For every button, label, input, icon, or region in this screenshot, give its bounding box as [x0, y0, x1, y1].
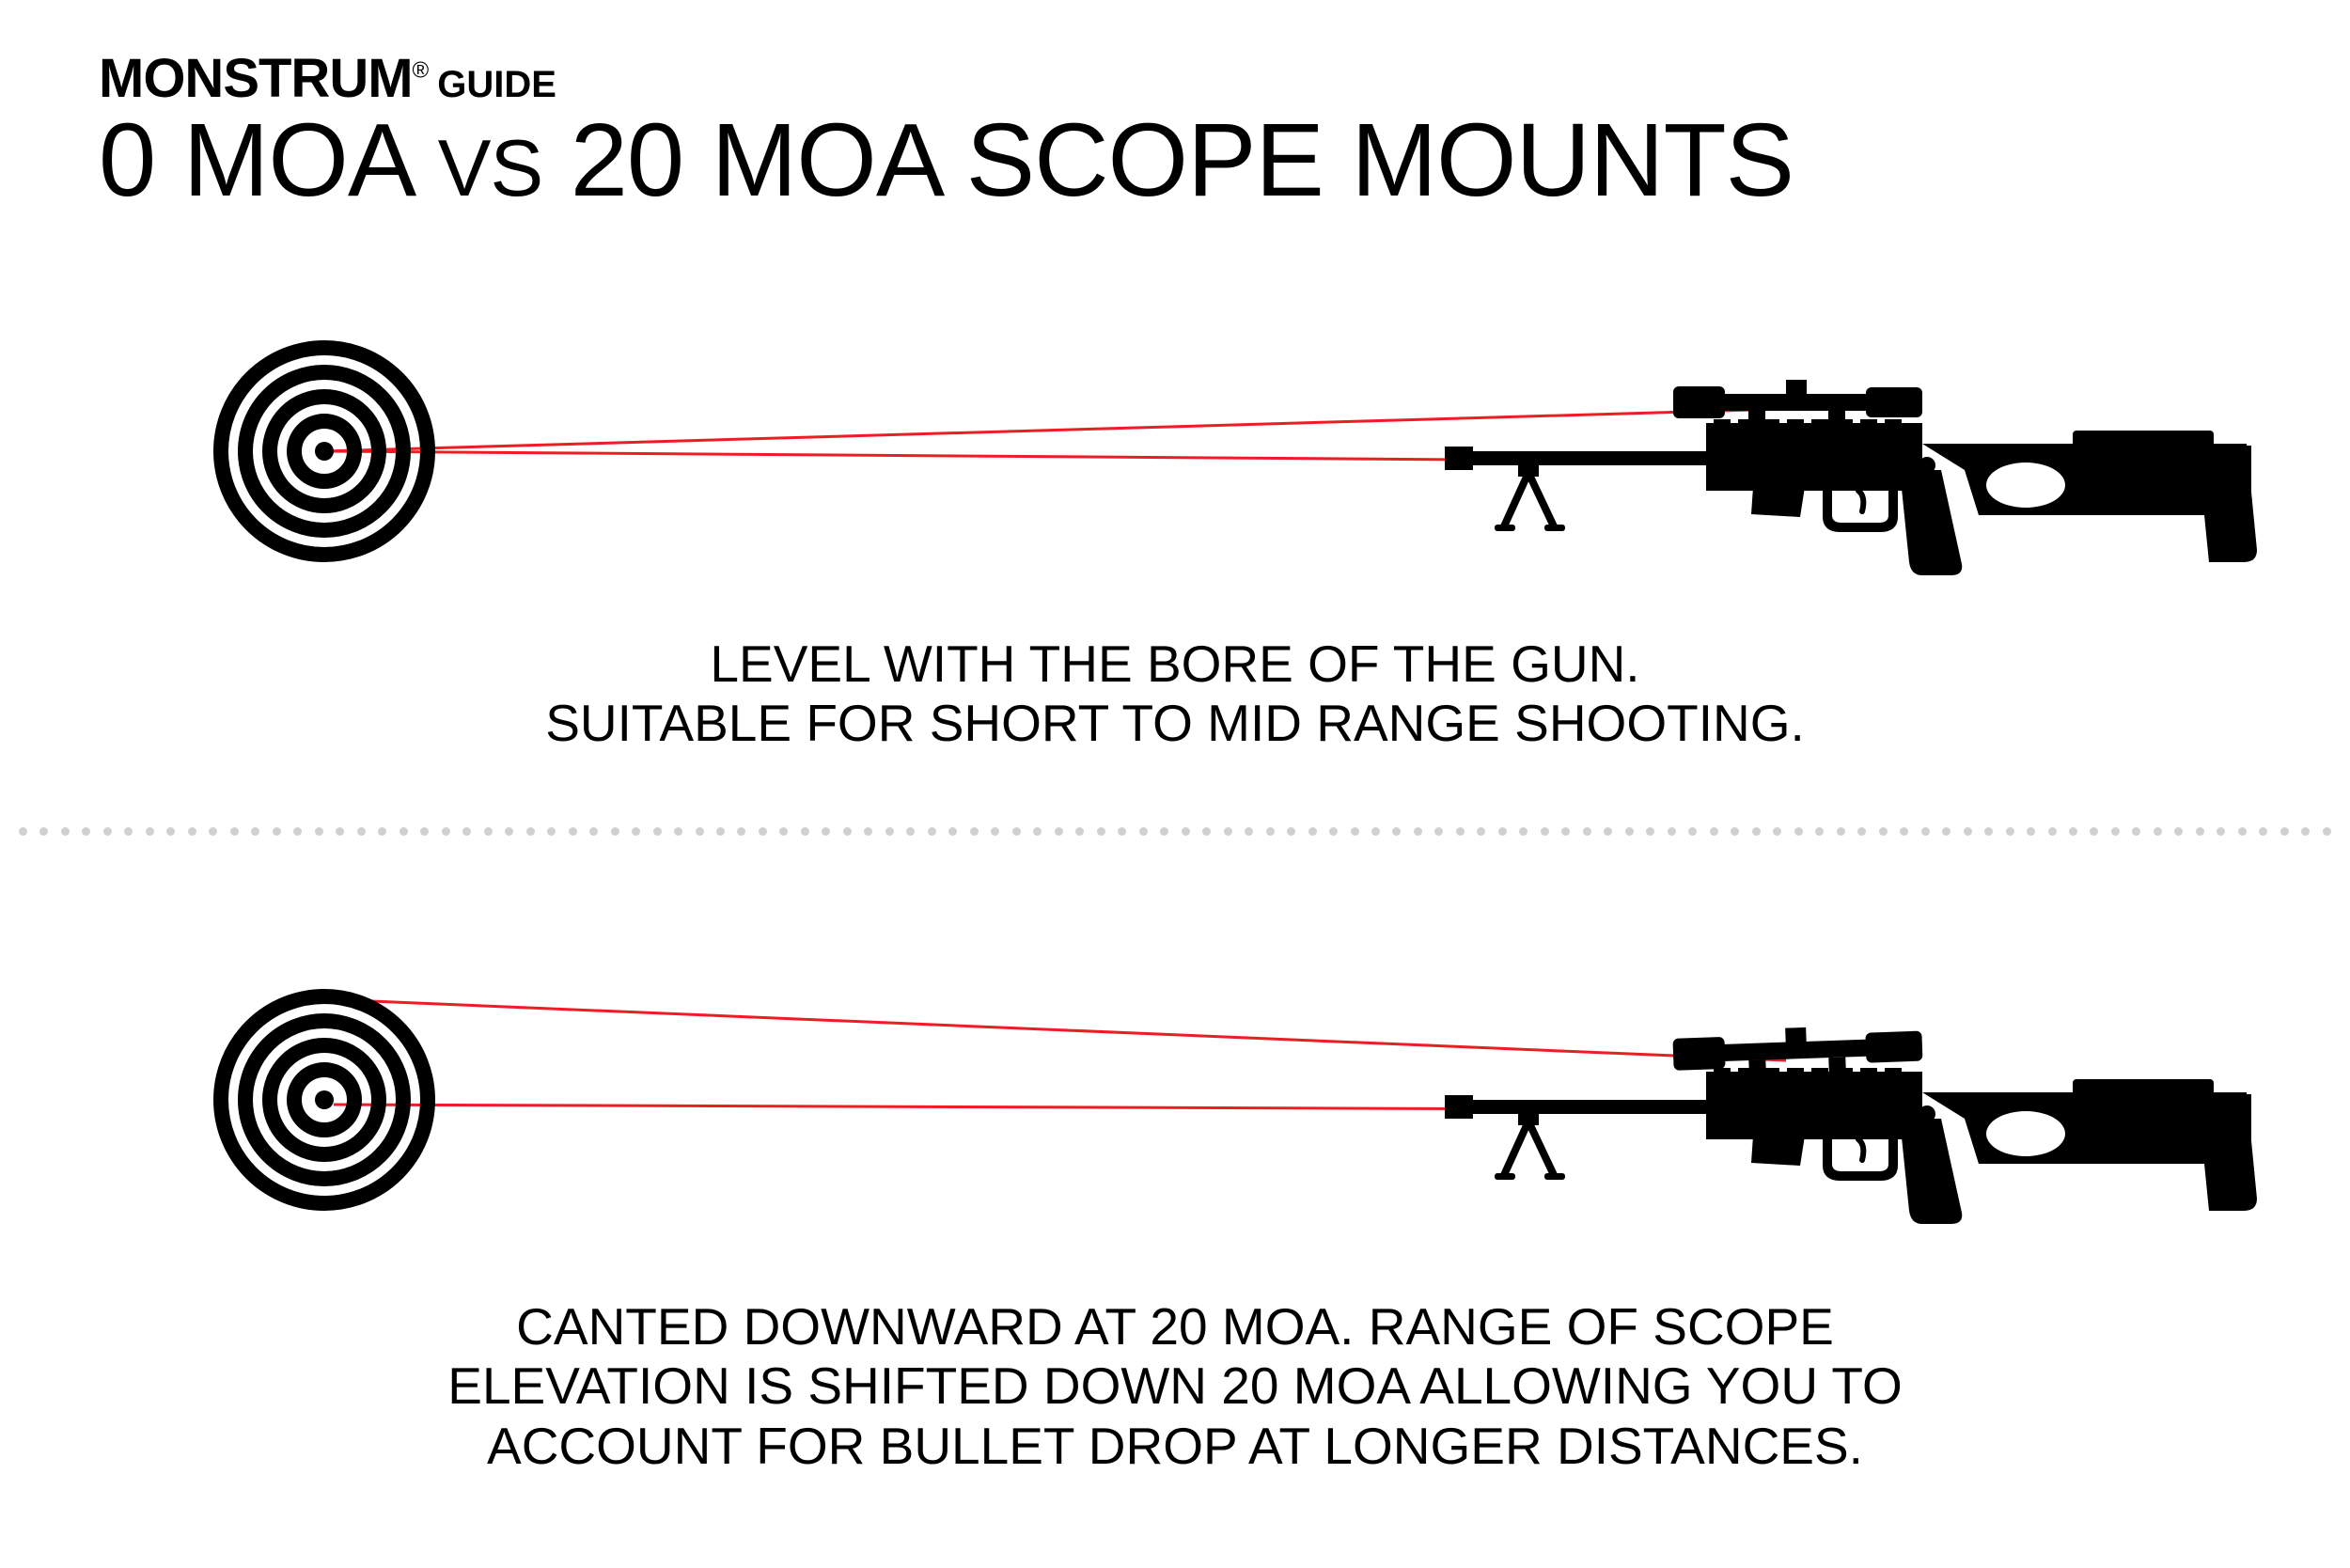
- rifle-silhouette-top: [1445, 380, 2257, 575]
- caption-bottom-line1: CANTED DOWNWARD AT 20 MOA. RANGE OF SCOP…: [0, 1297, 2350, 1356]
- target-icon-bottom: [221, 996, 428, 1203]
- divider-dotted: [0, 827, 2350, 837]
- sightlines-bottom: [334, 1001, 1786, 1109]
- caption-bottom-line2: ELEVATION IS SHIFTED DOWN 20 MOA ALLOWIN…: [0, 1356, 2350, 1416]
- caption-bottom: CANTED DOWNWARD AT 20 MOA. RANGE OF SCOP…: [0, 1297, 2350, 1476]
- caption-top-line2: SUITABLE FOR SHORT TO MID RANGE SHOOTING…: [0, 694, 2350, 753]
- caption-top: LEVEL WITH THE BORE OF THE GUN. SUITABLE…: [0, 635, 2350, 754]
- target-icon-top: [221, 348, 428, 555]
- rifle-silhouette-bottom: [1445, 1024, 2257, 1224]
- caption-top-line1: LEVEL WITH THE BORE OF THE GUN.: [0, 635, 2350, 694]
- caption-bottom-line3: ACCOUNT FOR BULLET DROP AT LONGER DISTAN…: [0, 1417, 2350, 1476]
